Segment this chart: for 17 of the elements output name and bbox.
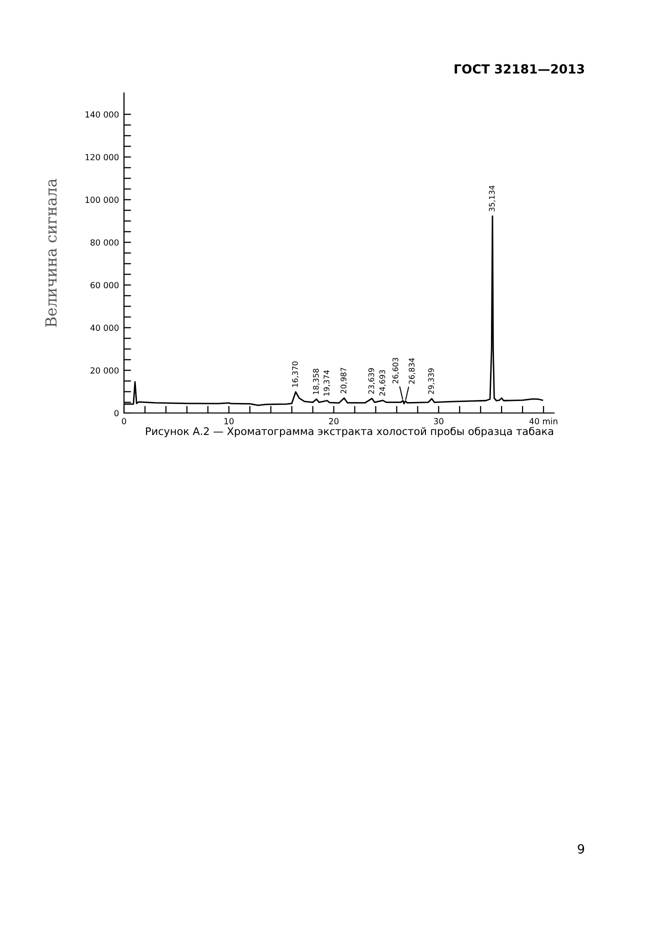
y-tick-label: 120 000 xyxy=(86,154,119,160)
y-tick-label: 0 xyxy=(114,410,119,416)
x-tick-label: 20 xyxy=(329,418,339,424)
y-tick-label: 20 000 xyxy=(90,367,119,374)
y-tick-label: 60 000 xyxy=(90,282,119,288)
y-tick-label: 140 000 xyxy=(86,111,119,118)
text: ГОСТ 32181—2013 xyxy=(454,64,584,74)
y-tick-label: 100 000 xyxy=(86,196,119,203)
x-tick-label: 10 xyxy=(224,418,234,424)
x-tick-label: 30 xyxy=(434,418,444,424)
text: Рисунок А.2 — Хроматограмма экстракта холостой пробы образца табака xyxy=(146,426,554,438)
x-tick-label: 0 xyxy=(122,418,126,424)
y-tick-label: 40 000 xyxy=(90,324,119,331)
text: 9 xyxy=(578,844,584,854)
x-tick-label: 40 min xyxy=(529,418,558,424)
y-tick-label: 80 000 xyxy=(90,239,119,246)
y-axis-title: Величина сигнала xyxy=(45,178,57,327)
